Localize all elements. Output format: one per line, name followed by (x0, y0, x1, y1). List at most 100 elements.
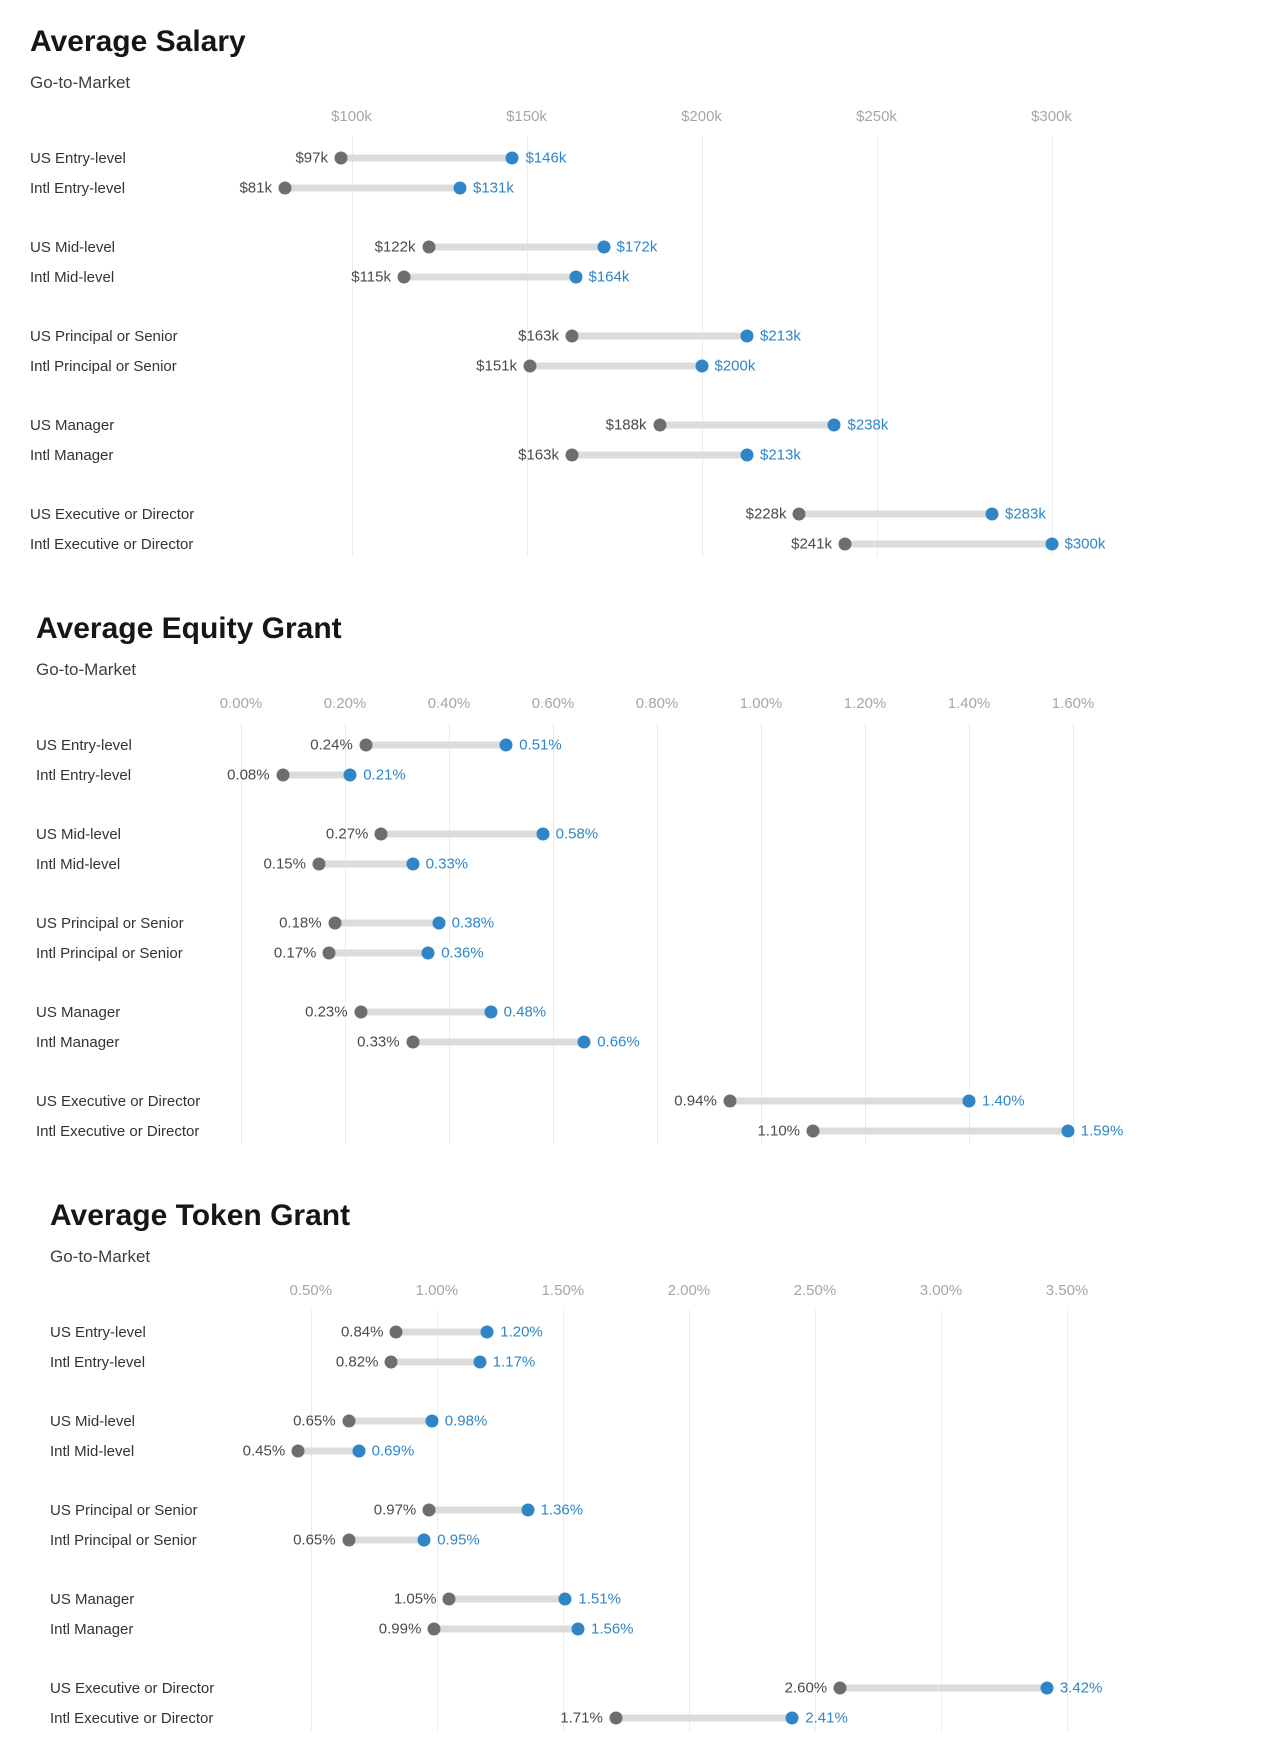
high-value-dot (571, 1622, 585, 1636)
high-value-dot (521, 1503, 535, 1517)
dumbbell-track: $241k $300k (215, 529, 1125, 559)
row-group: US Mid-level $122k $172k Intl Mid-level $115… (30, 232, 1267, 292)
dumbbell-track: $188k $238k (215, 410, 1125, 440)
row-label: Intl Entry-level (50, 1353, 146, 1371)
dumbbell-row: US Principal or Senior $163k $213k (30, 321, 1267, 351)
axis-tick-label: 1.20% (843, 695, 887, 712)
low-value-label: 0.97% (373, 1501, 417, 1519)
dumbbell-track: $163k $213k (215, 440, 1125, 470)
plot-area: 0.50% 1.00% 1.50% 2.00% 2.50% 3.00% 3.50% US En… (50, 1282, 1267, 1733)
dumbbell-bar (285, 184, 460, 192)
high-value-dot (352, 1444, 366, 1458)
low-value-dot (397, 270, 411, 284)
dumbbell-row: Intl Manager 0.33% 0.66% (36, 1027, 1267, 1057)
row-group: US Principal or Senior $163k $213k Intl Pri… (30, 321, 1267, 381)
axis-tick-label: $200k (681, 108, 722, 125)
dumbbell-bar (360, 1008, 491, 1016)
axis-tick-label: 3.00% (919, 1282, 963, 1299)
high-value-dot (425, 1414, 439, 1428)
high-value-label: $300k (1064, 535, 1106, 553)
chart-title: Average Equity Grant (36, 612, 342, 645)
high-value-dot (785, 1711, 799, 1725)
chart-section: Average Equity Grant Go-to-Market 0.00% 0.2… (0, 611, 1267, 1146)
low-value-dot (278, 181, 292, 195)
row-label: US Executive or Director (36, 1092, 201, 1110)
dumbbell-bar (365, 741, 507, 749)
low-value-dot (565, 448, 579, 462)
dumbbell-bar (844, 540, 1052, 548)
low-value-dot (354, 1005, 368, 1019)
high-value-label: 0.51% (519, 736, 562, 754)
low-value-label: 0.84% (340, 1323, 384, 1341)
dumbbell-bar (529, 362, 702, 370)
dumbbell-bar (428, 243, 604, 251)
row-group: US Manager $188k $238k Intl Manager $163k $21… (30, 410, 1267, 470)
low-value-label: 1.71% (560, 1709, 603, 1727)
dumbbell-bar (799, 510, 992, 518)
low-value-label: $122k (374, 238, 416, 256)
low-value-label: 0.33% (357, 1033, 400, 1051)
dumbbell-track: $163k $213k (215, 321, 1125, 351)
axis-tick-label: $300k (1031, 108, 1072, 125)
low-value-dot (792, 507, 806, 521)
low-value-label: $163k (518, 327, 559, 345)
low-value-label: 0.27% (325, 825, 369, 843)
dumbbell-track: 0.18% 0.38% (215, 908, 1125, 938)
high-value-dot (473, 1355, 487, 1369)
low-value-label: 0.99% (378, 1620, 422, 1638)
axis-tick-label: 0.40% (427, 695, 471, 712)
row-label: Intl Mid-level (50, 1442, 135, 1460)
high-value-label: $164k (588, 268, 630, 286)
low-value-dot (291, 1444, 305, 1458)
dumbbell-bar (813, 1127, 1068, 1135)
high-value-label: 0.95% (437, 1531, 480, 1549)
dumbbell-bar (449, 1595, 566, 1603)
high-value-dot (406, 857, 420, 871)
row-label: Intl Manager (50, 1620, 134, 1638)
low-value-dot (442, 1592, 456, 1606)
dumbbell-row: US Mid-level 0.27% 0.58% (36, 819, 1267, 849)
dumbbell-row: US Entry-level 0.24% 0.51% (36, 730, 1267, 760)
axis-tick-label: 1.40% (947, 695, 991, 712)
low-value-label: 0.17% (273, 944, 317, 962)
high-value-dot (499, 738, 513, 752)
plot-area: 0.00% 0.20% 0.40% 0.60% 0.80% 1.00% 1.20% 1.40%… (36, 695, 1267, 1146)
row-group: US Manager 0.23% 0.48% Intl Manager 0.33% 0.6… (36, 997, 1267, 1057)
dumbbell-row: US Principal or Senior 0.97% 1.36% (50, 1495, 1267, 1525)
dumbbell-row: US Mid-level $122k $172k (30, 232, 1267, 262)
dumbbell-bar (298, 1447, 359, 1455)
axis-tick-label: 1.60% (1051, 695, 1095, 712)
chart-subtitle: Go-to-Market (30, 73, 131, 92)
axis-tick-label: 0.80% (635, 695, 679, 712)
low-value-dot (609, 1711, 623, 1725)
dumbbell-bar (429, 1506, 528, 1514)
dumbbell-row: Intl Manager $163k $213k (30, 440, 1267, 470)
chart-section: Average Token Grant Go-to-Market 0.50% 1.00… (0, 1198, 1267, 1733)
dumbbell-track: 0.94% 1.40% (215, 1086, 1125, 1116)
dumbbell-row: US Mid-level 0.65% 0.98% (50, 1406, 1267, 1436)
dumbbell-row: US Manager 1.05% 1.51% (50, 1584, 1267, 1614)
row-label: US Entry-level (30, 149, 126, 167)
row-group: US Entry-level 0.84% 1.20% Intl Entry-level… (50, 1317, 1267, 1377)
high-value-label: 0.48% (503, 1003, 547, 1021)
dumbbell-track: 0.99% 1.56% (215, 1614, 1125, 1644)
high-value-dot (421, 946, 435, 960)
high-value-dot (695, 359, 708, 373)
high-value-label: $213k (760, 327, 801, 345)
dumbbell-row: US Executive or Director $228k $283k (30, 499, 1267, 529)
high-value-dot (453, 181, 467, 195)
high-value-dot (558, 1592, 572, 1606)
row-label: Intl Principal or Senior (36, 944, 183, 962)
dumbbell-track: 0.65% 0.98% (215, 1406, 1125, 1436)
chart-subtitle: Go-to-Market (36, 660, 137, 679)
low-value-label: 0.24% (310, 736, 353, 754)
dumbbell-row: US Executive or Director 0.94% 1.40% (36, 1086, 1267, 1116)
dumbbell-track: 1.05% 1.51% (215, 1584, 1125, 1614)
dumbbell-row: Intl Principal or Senior $151k $200k (30, 351, 1267, 381)
dumbbell-bar (840, 1684, 1047, 1692)
rows: US Entry-level 0.24% 0.51% Intl Entry-level… (36, 730, 1267, 1146)
axis-tick-label: 2.50% (793, 1282, 837, 1299)
low-value-label: 0.18% (279, 914, 322, 932)
low-value-label: $188k (605, 416, 647, 434)
row-label: US Entry-level (36, 736, 132, 754)
